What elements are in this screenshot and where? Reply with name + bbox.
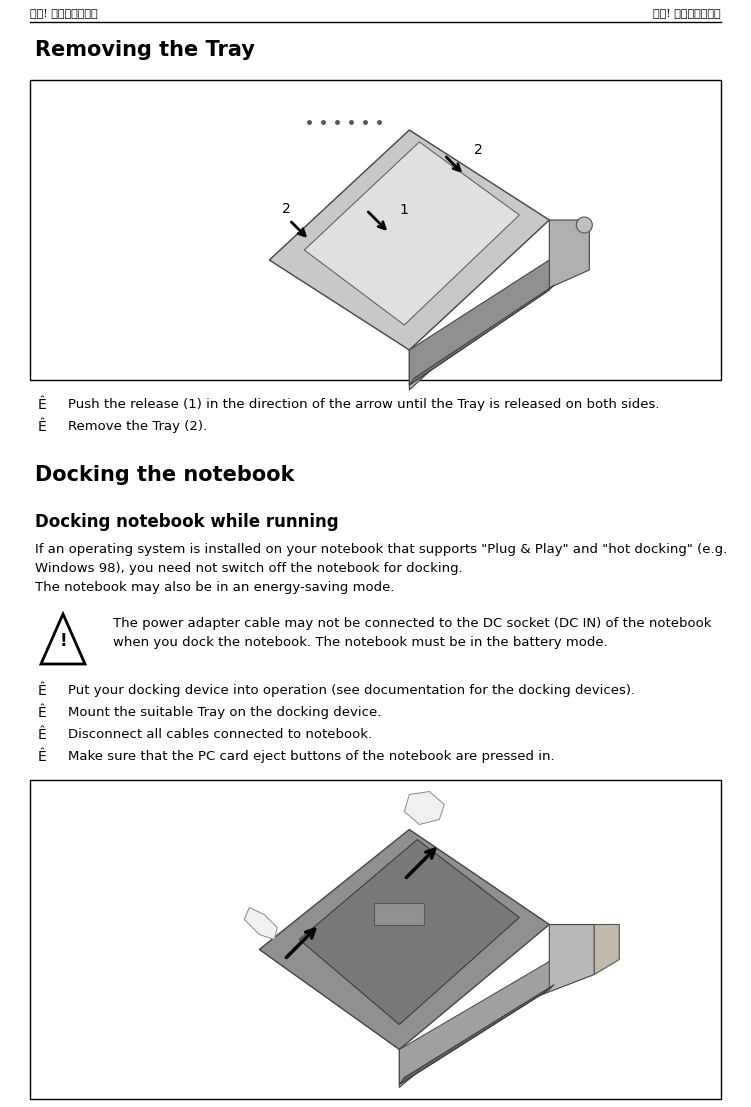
Text: Disconnect all cables connected to notebook.: Disconnect all cables connected to noteb… <box>68 728 372 741</box>
Polygon shape <box>400 924 594 1087</box>
Polygon shape <box>400 962 549 1085</box>
Text: The notebook may also be in an energy-saving mode.: The notebook may also be in an energy-sa… <box>35 581 394 594</box>
Polygon shape <box>244 908 277 940</box>
Polygon shape <box>400 984 554 1085</box>
Text: Ê: Ê <box>38 684 47 699</box>
Text: If an operating system is installed on your notebook that supports "Plug & Play": If an operating system is installed on y… <box>35 544 727 556</box>
Text: Ê: Ê <box>38 420 47 434</box>
Bar <box>30 80 721 380</box>
Bar <box>30 780 721 1099</box>
Polygon shape <box>270 130 549 350</box>
Text: The power adapter cable may not be connected to the DC socket (DC IN) of the not: The power adapter cable may not be conne… <box>113 617 711 630</box>
Text: when you dock the notebook. The notebook must be in the battery mode.: when you dock the notebook. The notebook… <box>113 637 608 649</box>
Text: 錯誤! 尚未定義樣式。: 錯誤! 尚未定義樣式。 <box>653 8 721 18</box>
Text: Removing the Tray: Removing the Tray <box>35 40 255 60</box>
Text: Docking the notebook: Docking the notebook <box>35 465 294 485</box>
Text: Ê: Ê <box>38 399 47 412</box>
Text: 錯誤! 尚未定義樣式。: 錯誤! 尚未定義樣式。 <box>30 8 98 18</box>
Text: Docking notebook while running: Docking notebook while running <box>35 513 339 531</box>
Polygon shape <box>409 220 590 390</box>
Circle shape <box>576 217 593 232</box>
Polygon shape <box>259 829 549 1049</box>
Polygon shape <box>300 839 520 1024</box>
Text: Windows 98), you need not switch off the notebook for docking.: Windows 98), you need not switch off the… <box>35 562 463 575</box>
Polygon shape <box>404 792 445 825</box>
Text: Make sure that the PC card eject buttons of the notebook are pressed in.: Make sure that the PC card eject buttons… <box>68 751 555 763</box>
Text: Ê: Ê <box>38 706 47 720</box>
Polygon shape <box>409 284 554 385</box>
Text: Remove the Tray (2).: Remove the Tray (2). <box>68 420 207 433</box>
Text: 2: 2 <box>282 201 291 216</box>
Text: Put your docking device into operation (see documentation for the docking device: Put your docking device into operation (… <box>68 684 635 697</box>
Text: Ê: Ê <box>38 728 47 742</box>
Polygon shape <box>409 260 549 385</box>
Text: Mount the suitable Tray on the docking device.: Mount the suitable Tray on the docking d… <box>68 706 382 720</box>
Text: !: ! <box>59 632 67 651</box>
Text: 2: 2 <box>475 143 483 157</box>
Polygon shape <box>594 924 620 974</box>
Text: Push the release (1) in the direction of the arrow until the Tray is released on: Push the release (1) in the direction of… <box>68 399 659 411</box>
Polygon shape <box>41 614 85 664</box>
Polygon shape <box>304 142 520 325</box>
Bar <box>374 902 424 924</box>
Text: Ê: Ê <box>38 751 47 764</box>
Text: 1: 1 <box>400 203 409 217</box>
